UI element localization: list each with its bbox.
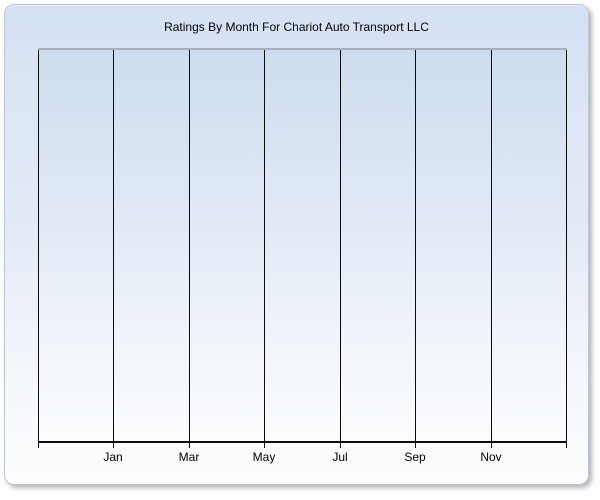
x-axis-tick xyxy=(566,443,567,448)
chart-panel: Ratings By Month For Chariot Auto Transp… xyxy=(4,4,589,485)
x-axis-line xyxy=(38,441,567,443)
x-axis-label: Mar xyxy=(178,450,200,464)
x-axis-label: Nov xyxy=(480,450,502,464)
x-axis-tick xyxy=(415,443,416,448)
x-axis-tick xyxy=(113,443,114,448)
chart-title: Ratings By Month For Chariot Auto Transp… xyxy=(164,20,429,34)
x-axis-label: Jul xyxy=(332,450,348,464)
vertical-gridline xyxy=(340,50,341,442)
vertical-gridline xyxy=(38,50,39,442)
vertical-gridline xyxy=(415,50,416,442)
x-axis-label: May xyxy=(252,450,276,464)
vertical-gridline xyxy=(113,50,114,442)
x-axis-tick xyxy=(340,443,341,448)
x-axis-tick xyxy=(189,443,190,448)
x-axis-tick xyxy=(491,443,492,448)
plot-area xyxy=(38,48,567,442)
x-axis-tick xyxy=(38,443,39,448)
vertical-gridline xyxy=(491,50,492,442)
vertical-gridline xyxy=(566,50,567,442)
vertical-gridline xyxy=(264,50,265,442)
x-axis-tick xyxy=(264,443,265,448)
vertical-gridline xyxy=(189,50,190,442)
x-axis-label: Sep xyxy=(404,450,426,464)
x-axis-label: Jan xyxy=(103,450,123,464)
chart-area: Jan Mar May Jul Sep Nov xyxy=(38,48,567,468)
